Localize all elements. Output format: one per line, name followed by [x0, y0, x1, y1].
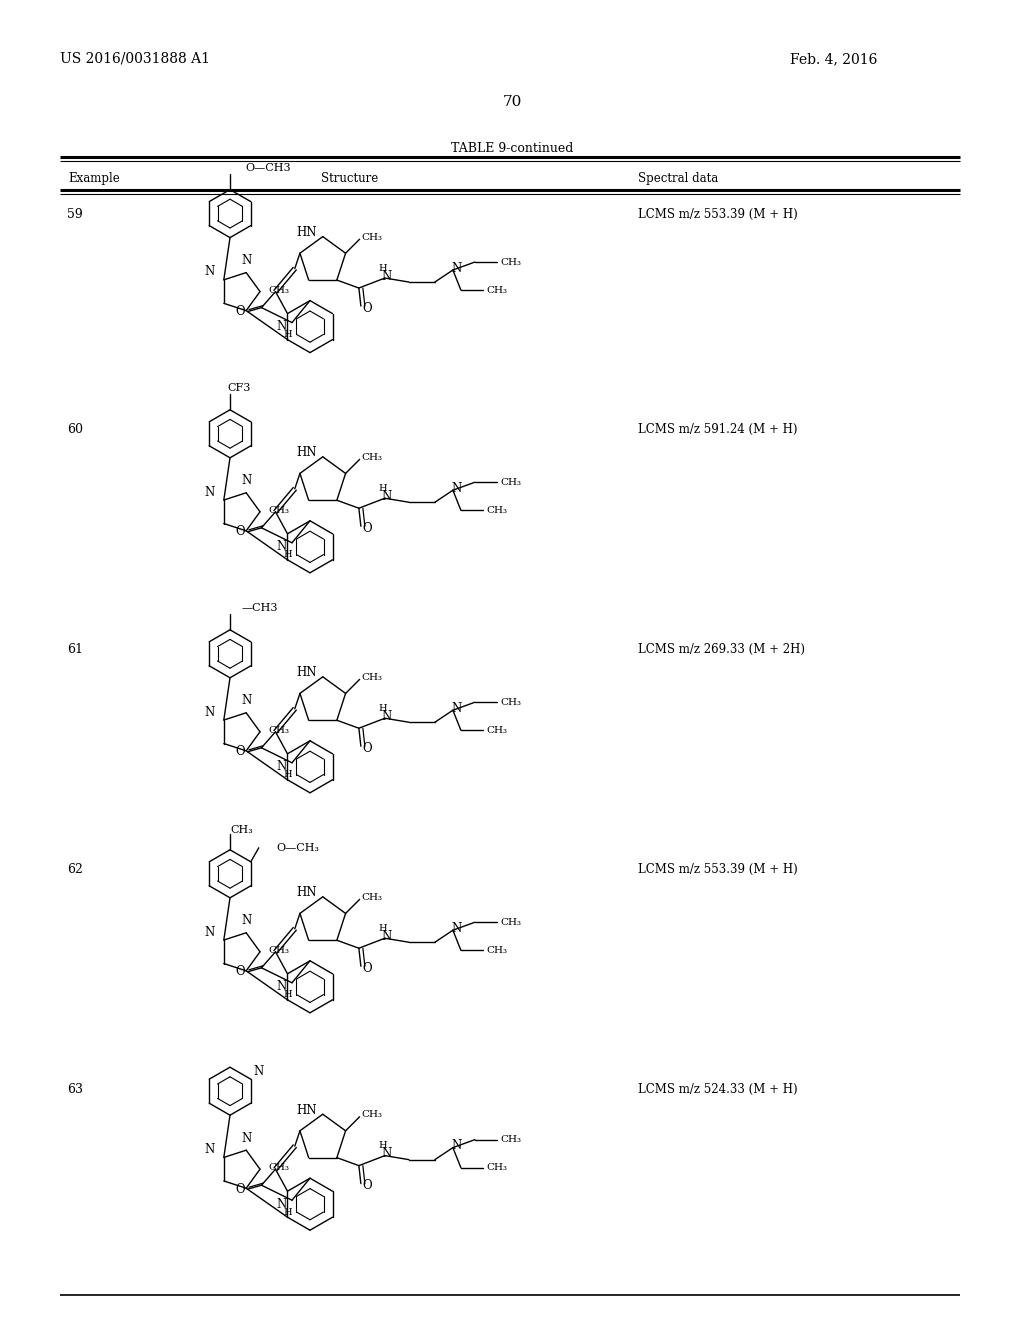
Text: CH₃: CH₃: [486, 726, 507, 735]
Text: N: N: [276, 981, 287, 993]
Text: O—CH3: O—CH3: [245, 162, 291, 173]
Text: CH₃: CH₃: [501, 257, 521, 267]
Text: CH₃: CH₃: [230, 825, 253, 834]
Text: 63: 63: [67, 1082, 83, 1096]
Text: CH₃: CH₃: [268, 506, 289, 515]
Text: N: N: [382, 710, 392, 723]
Text: N: N: [382, 490, 392, 503]
Text: H: H: [284, 550, 292, 560]
Text: CH₃: CH₃: [501, 1135, 521, 1144]
Text: CH₃: CH₃: [268, 1163, 289, 1172]
Text: LCMS m/z 591.24 (M + H): LCMS m/z 591.24 (M + H): [638, 422, 798, 436]
Text: H: H: [284, 330, 292, 339]
Text: CH₃: CH₃: [268, 726, 289, 735]
Text: 59: 59: [67, 209, 83, 220]
Text: CH₃: CH₃: [361, 892, 382, 902]
Text: H: H: [379, 483, 387, 492]
Text: CH₃: CH₃: [501, 698, 521, 706]
Text: N: N: [276, 321, 287, 333]
Text: N: N: [452, 1139, 462, 1152]
Text: N: N: [241, 694, 251, 708]
Text: N: N: [276, 540, 287, 553]
Text: CH₃: CH₃: [486, 285, 507, 294]
Text: HN: HN: [297, 667, 317, 680]
Text: N: N: [276, 1197, 287, 1210]
Text: LCMS m/z 553.39 (M + H): LCMS m/z 553.39 (M + H): [638, 863, 798, 876]
Text: CF3: CF3: [227, 383, 251, 393]
Text: N: N: [241, 915, 251, 927]
Text: Spectral data: Spectral data: [638, 172, 718, 185]
Text: N: N: [241, 1131, 251, 1144]
Text: CH₃: CH₃: [268, 285, 289, 294]
Text: CH₃: CH₃: [361, 453, 382, 462]
Text: H: H: [379, 1140, 387, 1150]
Text: 60: 60: [67, 422, 83, 436]
Text: Structure: Structure: [322, 172, 379, 185]
Text: O: O: [362, 962, 372, 974]
Text: O: O: [236, 1183, 246, 1196]
Text: HN: HN: [297, 1104, 317, 1117]
Text: O: O: [362, 301, 372, 314]
Text: O: O: [236, 305, 246, 318]
Text: N: N: [254, 1065, 264, 1077]
Text: N: N: [205, 265, 215, 279]
Text: N: N: [205, 486, 215, 499]
Text: N: N: [276, 760, 287, 774]
Text: H: H: [284, 990, 292, 999]
Text: HN: HN: [297, 226, 317, 239]
Text: TABLE 9-continued: TABLE 9-continued: [451, 143, 573, 154]
Text: H: H: [284, 771, 292, 779]
Text: Example: Example: [68, 172, 120, 185]
Text: O: O: [362, 1179, 372, 1192]
Text: H: H: [284, 1208, 292, 1217]
Text: CH₃: CH₃: [501, 917, 521, 927]
Text: 70: 70: [503, 95, 521, 110]
Text: O: O: [362, 742, 372, 755]
Text: CH₃: CH₃: [361, 673, 382, 682]
Text: N: N: [241, 474, 251, 487]
Text: H: H: [379, 264, 387, 272]
Text: N: N: [382, 269, 392, 282]
Text: N: N: [382, 1147, 392, 1160]
Text: N: N: [452, 921, 462, 935]
Text: CH₃: CH₃: [486, 1163, 507, 1172]
Text: —CH3: —CH3: [242, 603, 279, 612]
Text: CH₃: CH₃: [501, 478, 521, 487]
Text: N: N: [205, 1143, 215, 1156]
Text: N: N: [452, 261, 462, 275]
Text: CH₃: CH₃: [361, 232, 382, 242]
Text: N: N: [241, 253, 251, 267]
Text: CH₃: CH₃: [486, 506, 507, 515]
Text: HN: HN: [297, 446, 317, 459]
Text: CH₃: CH₃: [268, 945, 289, 954]
Text: LCMS m/z 269.33 (M + 2H): LCMS m/z 269.33 (M + 2H): [638, 643, 805, 656]
Text: Feb. 4, 2016: Feb. 4, 2016: [790, 51, 878, 66]
Text: H: H: [379, 924, 387, 933]
Text: O: O: [236, 746, 246, 758]
Text: N: N: [205, 706, 215, 718]
Text: US 2016/0031888 A1: US 2016/0031888 A1: [60, 51, 210, 66]
Text: CH₃: CH₃: [361, 1110, 382, 1119]
Text: N: N: [382, 929, 392, 942]
Text: H: H: [379, 704, 387, 713]
Text: 62: 62: [67, 863, 83, 876]
Text: LCMS m/z 524.33 (M + H): LCMS m/z 524.33 (M + H): [638, 1082, 798, 1096]
Text: N: N: [452, 702, 462, 714]
Text: LCMS m/z 553.39 (M + H): LCMS m/z 553.39 (M + H): [638, 209, 798, 220]
Text: HN: HN: [297, 886, 317, 899]
Text: 61: 61: [67, 643, 83, 656]
Text: O: O: [236, 965, 246, 978]
Text: O—CH₃: O—CH₃: [276, 842, 319, 853]
Text: O: O: [362, 521, 372, 535]
Text: O: O: [236, 525, 246, 539]
Text: CH₃: CH₃: [486, 945, 507, 954]
Text: N: N: [205, 925, 215, 939]
Text: N: N: [452, 482, 462, 495]
